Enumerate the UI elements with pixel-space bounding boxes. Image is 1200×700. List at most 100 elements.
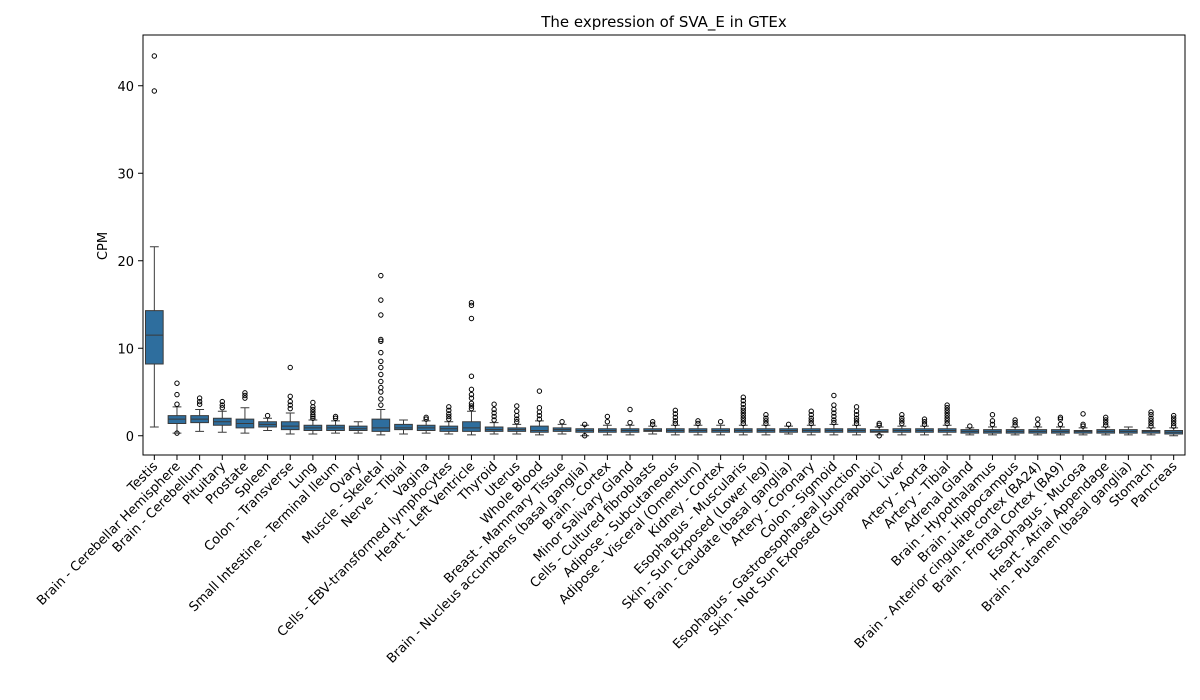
box-group — [167, 380, 187, 436]
outlier-point — [808, 415, 814, 421]
outlier-point — [446, 407, 452, 414]
outlier-point — [989, 421, 996, 428]
outlier-point — [310, 406, 316, 413]
outlier-point — [468, 386, 475, 393]
box-group — [439, 404, 459, 435]
outlier-point — [378, 396, 384, 402]
outlier-point — [740, 407, 746, 414]
outlier-point — [423, 416, 429, 422]
outlier-point — [921, 416, 928, 422]
y-tick-label: 20 — [117, 255, 134, 270]
outlier-point — [378, 384, 384, 391]
outlier-point — [491, 417, 497, 423]
box-group — [1141, 409, 1161, 436]
y-tick-label: 40 — [117, 80, 134, 95]
outlier-point — [310, 399, 316, 406]
outlier-point — [1148, 409, 1154, 415]
outlier-point — [446, 416, 452, 422]
outlier-point — [491, 401, 497, 407]
outlier-point — [378, 378, 384, 385]
outlier-point — [921, 419, 928, 425]
outlier-point — [1057, 416, 1064, 422]
outlier-point — [831, 417, 837, 423]
box-group — [348, 421, 368, 434]
outlier-point — [582, 433, 588, 439]
outlier-point — [1170, 415, 1177, 421]
outlier-point — [944, 407, 950, 414]
y-tick-label: 0 — [126, 430, 134, 445]
outlier-point — [491, 406, 497, 413]
box-group — [144, 53, 164, 428]
outlier-point — [967, 423, 973, 429]
outlier-point — [853, 412, 860, 418]
outlier-point — [1148, 423, 1154, 429]
outlier-point — [468, 315, 475, 322]
outlier-point — [740, 405, 746, 411]
outlier-point — [808, 418, 814, 424]
outlier-point — [763, 418, 769, 424]
outlier-point — [468, 395, 475, 401]
outlier-point — [287, 364, 293, 371]
outlier-point — [695, 418, 701, 424]
outlier-point — [514, 416, 520, 422]
box-iqr — [144, 310, 164, 365]
outlier-point — [627, 406, 633, 413]
box-group — [937, 402, 957, 436]
outlier-point — [468, 302, 475, 309]
outlier-point — [672, 418, 679, 424]
outlier-point — [242, 392, 248, 399]
outlier-point — [310, 415, 316, 421]
outlier-point — [944, 418, 950, 424]
outlier-point — [1012, 422, 1018, 428]
outlier-point — [1012, 419, 1018, 426]
outlier-point — [378, 338, 384, 344]
outlier-point — [1057, 421, 1064, 428]
box-iqr — [462, 421, 481, 432]
box-group — [756, 412, 776, 436]
box-group — [665, 407, 685, 436]
outlier-point — [944, 410, 950, 416]
outlier-point — [1170, 420, 1177, 427]
outlier-point — [1012, 417, 1018, 423]
box-group — [416, 414, 436, 434]
outlier-point — [740, 415, 746, 421]
outlier-point — [1057, 414, 1064, 421]
outlier-point — [627, 419, 633, 426]
outlier-point — [332, 413, 339, 420]
box-group — [394, 419, 413, 435]
box-group — [280, 364, 300, 435]
outlier-point — [876, 420, 882, 427]
outlier-point — [853, 420, 860, 427]
box-iqr — [371, 418, 391, 432]
outlier-point — [899, 412, 905, 418]
outlier-point — [378, 297, 384, 303]
box-group — [326, 413, 345, 434]
outlier-point — [151, 53, 158, 59]
outlier-point — [672, 420, 679, 427]
outlier-point — [242, 395, 248, 401]
outlier-point — [740, 401, 746, 407]
outlier-point — [944, 402, 950, 408]
y-tick-label: 30 — [117, 167, 134, 182]
outlier-point — [378, 272, 384, 279]
outlier-point — [944, 405, 950, 411]
outlier-point — [1170, 418, 1177, 424]
box-group — [575, 421, 595, 439]
box-group — [1119, 426, 1138, 436]
box-group — [1051, 414, 1070, 436]
outlier-point — [853, 404, 860, 410]
outlier-point — [853, 415, 860, 421]
box-group — [507, 403, 527, 435]
x-tick-label: Brain - Cerebellar Hemisphere — [34, 459, 184, 609]
outlier-point — [287, 398, 293, 405]
outlier-point — [468, 373, 475, 379]
outlier-point — [1103, 422, 1109, 428]
outlier-point — [1035, 421, 1041, 428]
outlier-point — [944, 420, 950, 427]
chart-title: The expression of SVA_E in GTEx — [540, 13, 787, 32]
plot-frame — [142, 34, 1186, 456]
outlier-point — [1148, 418, 1154, 424]
outlier-point — [468, 405, 475, 412]
box-iqr — [394, 423, 413, 431]
